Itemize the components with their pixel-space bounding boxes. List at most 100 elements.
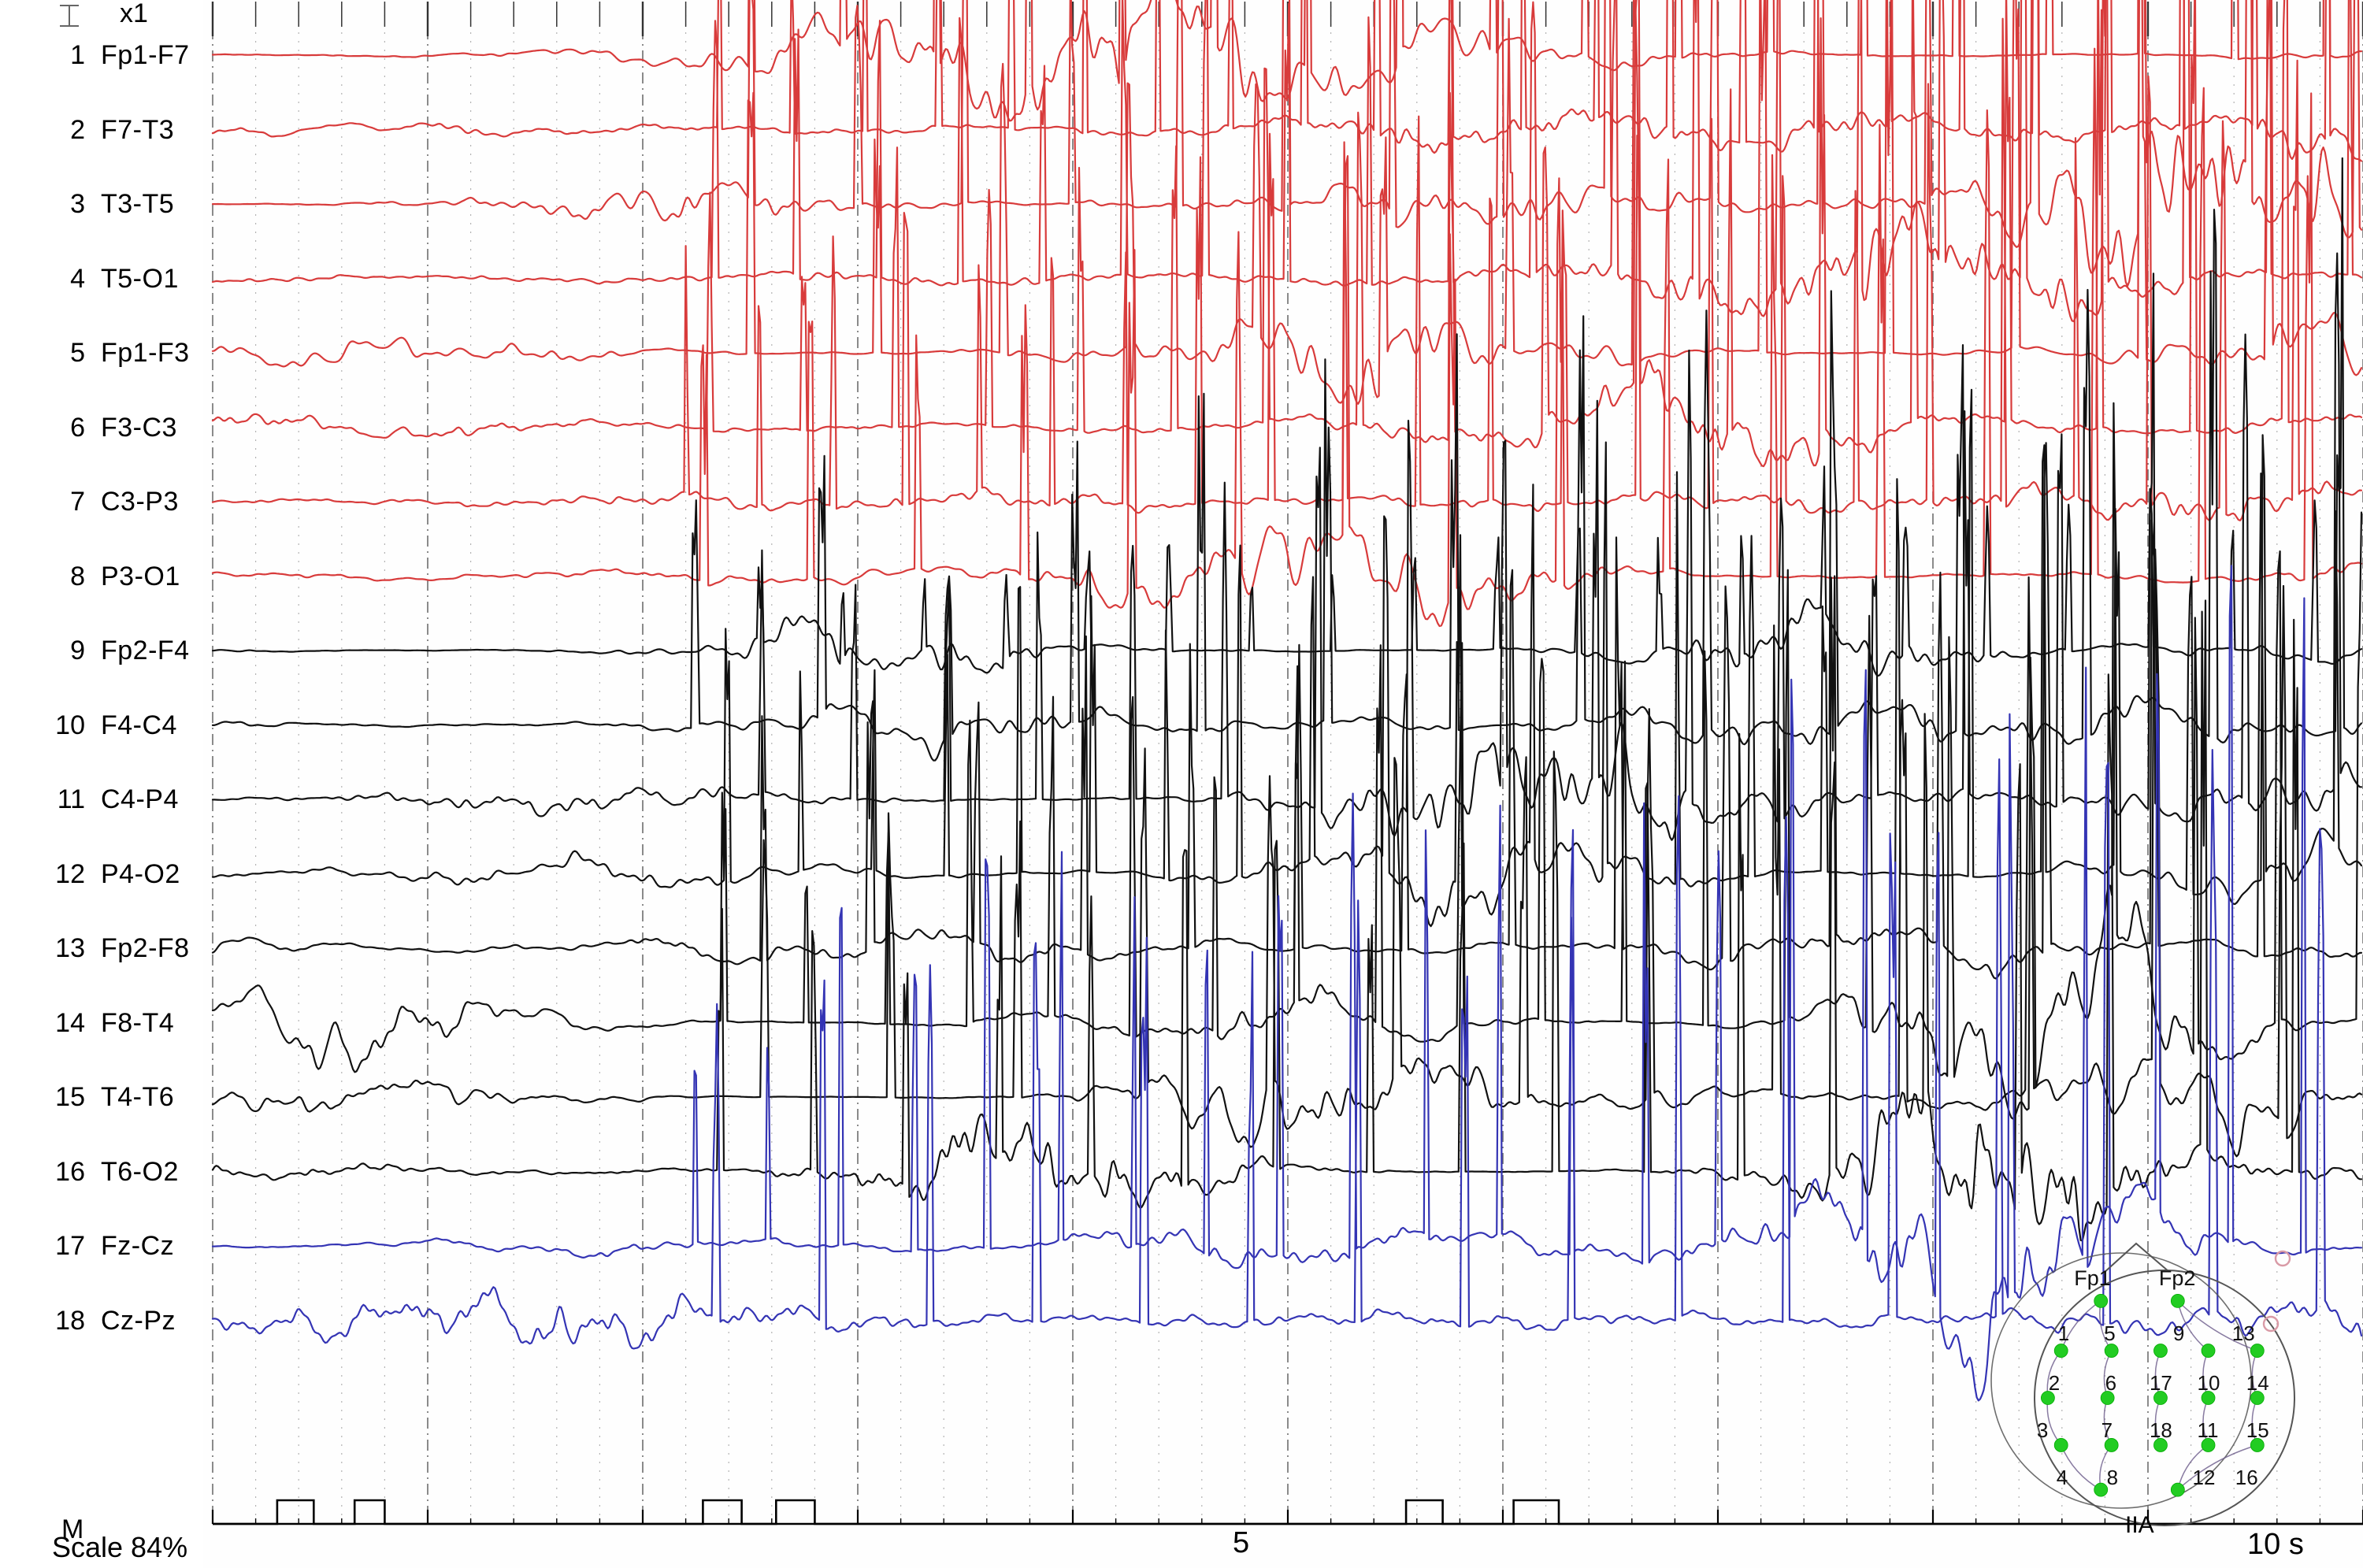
eeg-plot-area[interactable] [203,0,2363,1568]
trace-t5-o1 [211,0,2363,323]
channel-number: 18 [55,1305,85,1336]
gain-multiplier-label[interactable]: x1 [120,0,148,28]
trace-fz-cz [211,565,2363,1402]
head-channel-number-7: 7 [2101,1418,2113,1442]
electrode-dot-f8[interactable] [2250,1344,2265,1358]
scale-percent-label[interactable]: Scale 84% [52,1531,188,1563]
calibration-bar-icon [60,5,79,27]
electrode-dot-cz[interactable] [2153,1391,2168,1405]
gain-row: x1 [0,0,203,35]
channel-label-f7-t3[interactable]: 2 F7-T3 [0,113,197,147]
channel-name: Fz-Cz [101,1231,175,1261]
electrode-dot-p4[interactable] [2201,1438,2216,1452]
channel-name: T5-O1 [101,263,179,294]
electrode-dot-f7[interactable] [2053,1344,2068,1358]
channel-label-t6-o2[interactable]: 16 T6-O2 [0,1155,197,1189]
head-channel-number-11: 11 [2197,1418,2219,1442]
head-channel-number-10: 10 [2197,1371,2220,1396]
channel-label-t4-t6[interactable]: 15 T4-T6 [0,1080,197,1114]
electrode-dot-t6[interactable] [2250,1438,2265,1452]
channel-label-p4-o2[interactable]: 12 P4-O2 [0,857,197,891]
electrode-dot-fp2[interactable] [2170,1293,2185,1308]
channel-label-fp2-f4[interactable]: 9 Fp2-F4 [0,633,197,668]
head-channel-number-15: 15 [2246,1418,2269,1442]
head-channel-number-9: 9 [2172,1321,2185,1345]
electrode-dot-f3[interactable] [2104,1344,2119,1358]
channel-label-fp2-f8[interactable]: 13 Fp2-F8 [0,931,197,966]
marker-letter-label: M [61,1514,84,1544]
time-axis-end-label: 10 s [2247,1528,2304,1561]
channel-label-fp1-f3[interactable]: 5 Fp1-F3 [0,335,197,370]
trace-c3-p3 [211,17,2363,521]
channel-number: 8 [70,561,85,591]
trace-fp1-f3 [211,0,2363,405]
channel-label-t3-t5[interactable]: 3 T3-T5 [0,187,197,221]
event-marker-circle-1[interactable] [2274,1250,2291,1267]
channel-name: F8-T4 [101,1007,175,1038]
channel-number: 3 [70,189,85,219]
channel-label-c3-p3[interactable]: 7 C3-P3 [0,484,197,519]
channel-number: 1 [70,40,85,70]
channel-name: T3-T5 [101,189,175,219]
channel-label-c4-p4[interactable]: 11 C4-P4 [0,782,197,817]
channel-number: 16 [55,1156,85,1187]
electrode-dot-pz[interactable] [2153,1438,2168,1452]
head-channel-number-13: 13 [2231,1321,2255,1345]
head-channel-number-17: 17 [2149,1371,2172,1396]
time-axis-mid-label: 5 [1233,1526,1250,1559]
electrode-dot-fp1[interactable] [2094,1293,2109,1308]
channel-name: T4-T6 [101,1082,175,1112]
event-marker-circle-2[interactable] [2262,1315,2280,1333]
channel-number: 5 [70,338,85,368]
channel-name: F3-C3 [101,412,177,443]
trace-t3-t5 [211,0,2363,287]
head-electrode-label-fp2: Fp2 [2158,1266,2196,1290]
electrode-dot-t4[interactable] [2250,1391,2265,1405]
channel-label-p3-o1[interactable]: 8 P3-O1 [0,559,197,594]
head-outline-circle [2034,1270,2295,1526]
time-axis [211,1510,2363,1525]
electrode-dot-f4[interactable] [2201,1344,2216,1358]
head-outline-circle-secondary [1990,1252,2252,1509]
electrode-dot-o2[interactable] [2170,1482,2185,1497]
electrode-dot-c3[interactable] [2100,1391,2115,1405]
electrode-dot-t5[interactable] [2053,1438,2068,1452]
channel-label-t5-o1[interactable]: 4 T5-O1 [0,261,197,296]
trace-cz-pz [211,749,2363,1350]
channel-label-fp1-f7[interactable]: 1 Fp1-F7 [0,38,197,72]
channel-name: Fp2-F4 [101,636,190,665]
channel-label-f3-c3[interactable]: 6 F3-C3 [0,410,197,445]
channel-number: 14 [55,1007,85,1038]
electrode-dot-p3[interactable] [2104,1438,2119,1452]
trace-fp2-f8 [211,442,2363,980]
channel-label-f8-t4[interactable]: 14 F8-T4 [0,1006,197,1040]
electrode-dot-o1[interactable] [2094,1482,2109,1497]
channel-name: C3-P3 [101,487,179,517]
channel-number: 10 [55,710,85,740]
channel-name: Cz-Pz [101,1305,176,1336]
head-channel-number-6: 6 [2105,1371,2117,1396]
channel-label-cz-pz[interactable]: 18 Cz-Pz [0,1303,197,1338]
head-channel-number-5: 5 [2104,1321,2116,1345]
montage-link-16 [2177,1444,2258,1491]
montage-link-3 [2046,1397,2062,1446]
head-channel-number-1: 1 [2057,1321,2070,1345]
head-channel-number-8: 8 [2106,1465,2119,1489]
head-channel-number-14: 14 [2246,1371,2269,1396]
channel-number: 2 [70,114,85,145]
trace-c4-p4 [211,252,2363,841]
electrode-dot-fz[interactable] [2153,1344,2168,1358]
head-channel-number-2: 2 [2048,1371,2061,1396]
electrode-dot-t3[interactable] [2040,1391,2055,1405]
channel-name: P4-O2 [101,858,180,889]
head-channel-number-3: 3 [2036,1418,2049,1442]
channel-number: 7 [70,487,85,517]
trace-f3-c3 [211,0,2363,468]
electrode-dot-c4[interactable] [2201,1391,2216,1405]
channel-label-fz-cz[interactable]: 17 Fz-Cz [0,1229,197,1263]
head-channel-number-16: 16 [2235,1465,2258,1489]
channel-label-f4-c4[interactable]: 10 F4-C4 [0,708,197,743]
head-montage-diagram[interactable] [1990,1242,2295,1526]
channel-name: T6-O2 [101,1156,179,1187]
